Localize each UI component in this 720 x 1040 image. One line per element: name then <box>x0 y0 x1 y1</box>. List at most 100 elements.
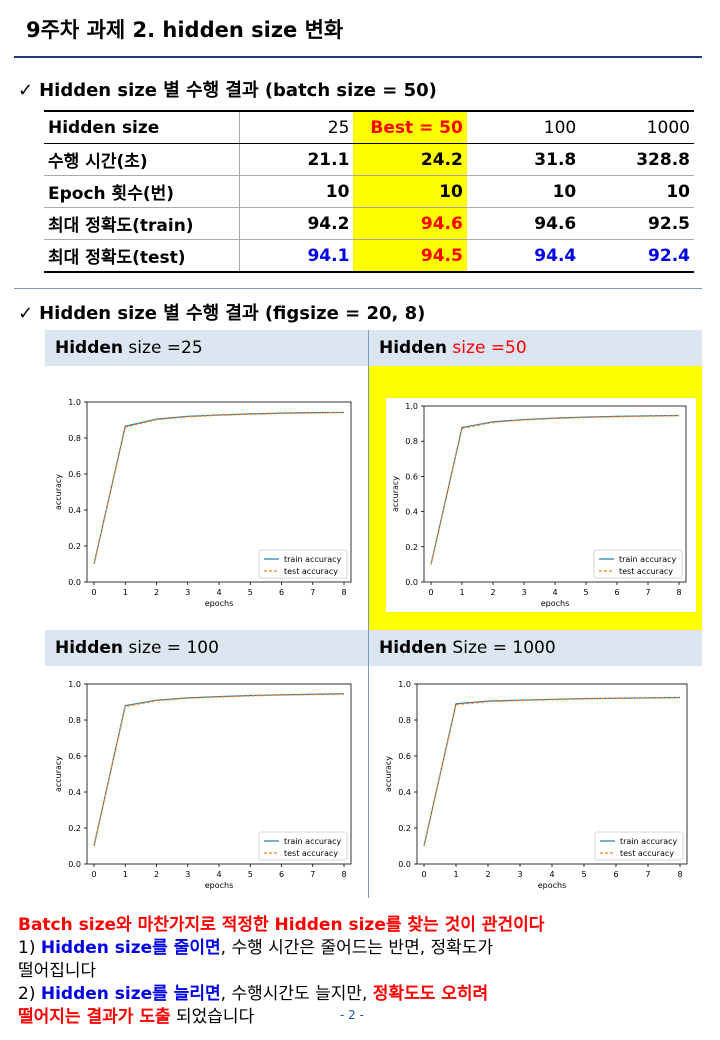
x-tick-label: 6 <box>614 588 619 597</box>
summary-line: 떨어지는 결과가 도출 되었습니다 <box>18 1006 708 1029</box>
x-tick-label: 3 <box>185 588 190 597</box>
x-tick-label: 1 <box>123 870 128 879</box>
chart-panel: 0.0 0.2 0.4 0.6 0.8 1.0 0 1 2 3 4 5 6 7 8 epochs accurac… <box>379 676 697 894</box>
x-tick-label: 7 <box>645 870 650 879</box>
x-tick-label: 0 <box>91 870 96 879</box>
table-cell: 94.5 <box>353 239 467 273</box>
summary-emph: 정확도도 오히려 <box>372 984 489 1004</box>
x-tick-label: 6 <box>279 870 284 879</box>
legend-box <box>258 831 348 861</box>
x-tick-label: 1 <box>123 588 128 597</box>
row-label: 수행 시간(초) <box>44 143 241 176</box>
x-axis-label: epochs <box>541 599 570 608</box>
y-tick-label: 0.2 <box>398 824 411 833</box>
panel-header-bold: Hidden <box>379 338 448 358</box>
x-tick-label: 8 <box>341 588 346 597</box>
accuracy-chart-25: 0.0 0.2 0.4 0.6 0.8 1.0 0 1 2 3 4 5 6 7 8 epochs accurac… <box>54 398 352 608</box>
y-tick-label: 0.4 <box>398 788 411 797</box>
y-tick-label: 0.4 <box>68 788 81 797</box>
x-tick-label: 7 <box>645 588 650 597</box>
y-tick-label: 1.0 <box>68 398 81 407</box>
x-tick-label: 1 <box>459 588 464 597</box>
x-tick-label: 2 <box>485 870 490 879</box>
table-cell: 94.2 <box>239 207 354 240</box>
table-cell: 10 <box>580 175 694 208</box>
x-tick-label: 0 <box>428 588 433 597</box>
panel-header-1000: Hidden Size = 1000 <box>369 630 702 666</box>
accuracy-chart-1000: 0.0 0.2 0.4 0.6 0.8 1.0 0 1 2 3 4 5 6 7 8 epochs accurac… <box>384 680 688 890</box>
y-tick-label: 0.2 <box>68 542 81 551</box>
accuracy-chart-50: 0.0 0.2 0.4 0.6 0.8 1.0 0 1 2 3 4 5 6 7 8 epochs accurac… <box>391 402 687 608</box>
table-cell: 10 <box>239 175 354 208</box>
y-axis-label: accuracy <box>384 756 393 792</box>
legend-label: test accuracy <box>284 567 338 576</box>
y-tick-label: 0.4 <box>68 506 81 515</box>
summary-emph: Hidden size를 늘리면 <box>40 984 221 1004</box>
y-tick-label: 1.0 <box>68 680 81 689</box>
title-underline <box>14 56 702 58</box>
table-header-row: Hidden size 25 Best = 50 100 1000 <box>44 110 694 144</box>
x-tick-label: 7 <box>310 588 315 597</box>
y-axis-label: accuracy <box>391 476 400 512</box>
x-tick-label: 4 <box>216 588 221 597</box>
summary-text: Batch size와 마찬가지로 적정한 Hidden size를 찾는 것이… <box>18 914 708 1029</box>
table-cell: 328.8 <box>580 143 694 176</box>
y-tick-label: 0.8 <box>68 434 81 443</box>
x-tick-label: 5 <box>248 870 253 879</box>
table-row: 최대 정확도(train) 94.2 94.6 94.6 92.5 <box>44 207 694 240</box>
summary-emph: 떨어지는 결과가 도출 <box>18 1007 171 1027</box>
legend-label: test accuracy <box>620 849 674 858</box>
y-tick-label: 0.4 <box>405 508 418 517</box>
table-cell: 10 <box>466 175 581 208</box>
summary-emph: Hidden size를 줄이면 <box>40 938 221 958</box>
row-label: 최대 정확도(train) <box>44 207 241 240</box>
x-tick-label: 6 <box>613 870 618 879</box>
checkmark-icon: ✓ <box>18 80 34 101</box>
x-tick-label: 2 <box>490 588 495 597</box>
summary-text-part: , 수행시간도 늘지만, <box>220 984 373 1004</box>
y-tick-label: 0.6 <box>405 472 418 481</box>
x-tick-label: 5 <box>581 870 586 879</box>
x-tick-label: 2 <box>154 870 159 879</box>
y-tick-label: 0.8 <box>68 716 81 725</box>
x-tick-label: 3 <box>185 870 190 879</box>
x-axis-label: epochs <box>538 881 567 890</box>
legend-label: train accuracy <box>619 555 677 564</box>
panel-header-50: Hidden size =50 <box>369 330 702 366</box>
legend-label: test accuracy <box>619 567 673 576</box>
panel-header-text: size =25 <box>123 338 203 358</box>
checkmark-icon: ✓ <box>18 303 34 324</box>
panel-header-text: Size = 1000 <box>447 638 556 658</box>
legend-box <box>258 549 348 579</box>
legend-box <box>594 831 684 861</box>
series-line-test-accuracy <box>93 412 345 565</box>
table-row: Epoch 횟수(번) 10 10 10 10 <box>44 175 694 208</box>
legend-label: train accuracy <box>620 837 678 846</box>
y-tick-label: 0.6 <box>398 752 411 761</box>
summary-line: Batch size와 마찬가지로 적정한 Hidden size를 찾는 것이… <box>18 915 545 935</box>
section-heading-text: Hidden size 별 수행 결과 (figsize = 20, 8) <box>39 303 426 324</box>
x-axis-label: epochs <box>205 599 234 608</box>
panel-header-bold: Hidden <box>55 338 124 358</box>
table-header-cell: 100 <box>466 110 581 144</box>
x-tick-label: 2 <box>154 588 159 597</box>
y-tick-label: 0.0 <box>68 860 81 869</box>
legend-box <box>593 549 683 579</box>
table-cell: 92.5 <box>580 207 694 240</box>
table-cell: 94.4 <box>466 239 581 273</box>
panel-header-25: Hidden size =25 <box>45 330 368 366</box>
x-tick-label: 4 <box>549 870 554 879</box>
x-tick-label: 3 <box>521 588 526 597</box>
x-tick-label: 4 <box>216 870 221 879</box>
x-tick-label: 1 <box>453 870 458 879</box>
summary-line: 1) Hidden size를 줄이면, 수행 시간은 줄어드는 반면, 정확도… <box>18 937 708 960</box>
y-tick-label: 0.0 <box>68 578 81 587</box>
grid-divider <box>368 330 369 898</box>
y-tick-label: 0.2 <box>68 824 81 833</box>
table-cell: 94.1 <box>239 239 354 273</box>
chart-grid: Hidden size =25 Hidden size =50 Hidden s… <box>45 330 702 898</box>
x-tick-label: 6 <box>279 588 284 597</box>
x-axis-label: epochs <box>205 881 234 890</box>
chart-panel: 0.0 0.2 0.4 0.6 0.8 1.0 0 1 2 3 4 5 6 7 8 epochs accurac… <box>386 398 696 612</box>
chart-panel: 0.0 0.2 0.4 0.6 0.8 1.0 0 1 2 3 4 5 6 7 8 epochs accurac… <box>49 676 361 894</box>
